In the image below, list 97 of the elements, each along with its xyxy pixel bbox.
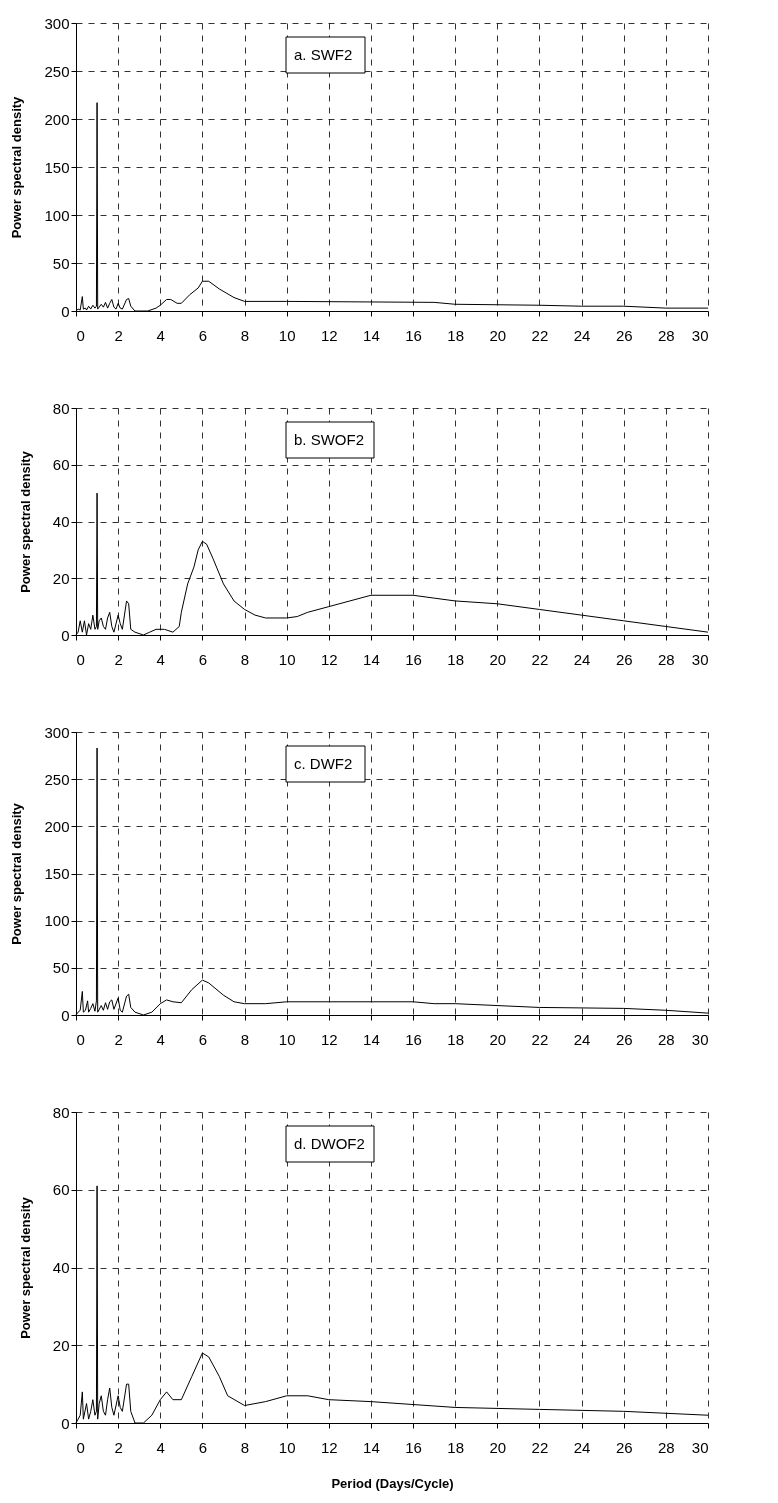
x-tick-label: 26 [615, 326, 633, 344]
y-tick-label: 100 [44, 206, 70, 224]
x-tick-label: 30 [691, 1030, 709, 1048]
x-tick-label: 0 [76, 1030, 85, 1048]
y-axis-title: Power spectral density [17, 1196, 33, 1339]
x-tick-label: 8 [240, 1030, 250, 1048]
x-tick-label: 28 [658, 1030, 675, 1048]
x-tick-label: 6 [198, 326, 208, 344]
x-tick-label: 18 [447, 650, 465, 668]
y-tick-label: 80 [52, 1103, 70, 1121]
x-tick-label: 22 [531, 650, 549, 668]
y-tick-label: 200 [44, 110, 70, 128]
x-tick-label: 12 [320, 326, 338, 344]
x-tick-label: 28 [658, 1438, 675, 1456]
y-tick-label: 200 [44, 817, 70, 835]
x-tick-label: 6 [198, 1030, 208, 1048]
x-tick-label: 20 [489, 650, 507, 668]
annotation: d. DWOF2 [294, 1135, 365, 1152]
x-tick-label: 6 [198, 650, 208, 668]
x-tick-label: 2 [114, 1030, 123, 1048]
y-tick-label: 80 [52, 399, 70, 417]
x-tick-label: 20 [489, 326, 507, 344]
y-tick-label: 40 [52, 1259, 70, 1276]
x-tick-label: 4 [156, 1030, 165, 1048]
y-tick-label: 60 [52, 456, 70, 474]
x-tick-label: 22 [531, 1030, 549, 1048]
x-tick-label: 26 [615, 1438, 633, 1456]
y-tick-label: 0 [61, 1006, 70, 1024]
x-tick-label: 20 [489, 1030, 507, 1048]
x-tick-label: 10 [278, 326, 296, 344]
x-tick-label: 26 [615, 1030, 633, 1048]
x-tick-label: 24 [573, 1438, 591, 1456]
x-tick-label: 10 [278, 1438, 296, 1456]
x-tick-label: 22 [531, 326, 549, 344]
y-tick-label: 300 [44, 723, 70, 741]
y-tick-label: 150 [44, 865, 70, 882]
y-tick-label: 250 [44, 770, 70, 788]
x-tick-label: 24 [573, 650, 591, 668]
x-tick-label: 0 [76, 650, 85, 668]
x-tick-label: 16 [405, 1438, 422, 1456]
y-tick-label: 100 [44, 912, 70, 930]
x-tick-label: 8 [240, 650, 250, 668]
y-tick-label: 20 [52, 1336, 70, 1354]
x-tick-label: 12 [320, 1030, 338, 1048]
x-tick-label: 18 [447, 326, 465, 344]
x-tick-label: 10 [278, 1030, 296, 1048]
x-tick-label: 28 [658, 650, 675, 668]
x-axis-title: Period (Days/Cycle) [331, 1475, 454, 1491]
x-tick-label: 18 [447, 1438, 465, 1456]
y-tick-label: 0 [61, 1414, 70, 1432]
x-tick-label: 8 [240, 326, 250, 344]
x-tick-label: 4 [156, 650, 165, 668]
y-tick-label: 20 [52, 569, 70, 587]
x-tick-label: 10 [278, 650, 296, 668]
x-tick-label: 16 [405, 326, 422, 344]
x-tick-label: 14 [363, 326, 380, 344]
y-axis-title: Power spectral density [17, 450, 33, 593]
x-tick-label: 22 [531, 1438, 549, 1456]
x-tick-label: 24 [573, 326, 591, 344]
x-tick-label: 14 [363, 650, 380, 668]
y-tick-label: 50 [52, 254, 70, 272]
annotation: a. SWF2 [294, 46, 353, 63]
x-tick-label: 16 [405, 650, 422, 668]
y-tick-label: 60 [52, 1181, 70, 1199]
x-tick-label: 20 [489, 1438, 507, 1456]
x-tick-label: 30 [691, 1438, 709, 1456]
x-tick-label: 6 [198, 1438, 208, 1456]
x-tick-label: 28 [658, 326, 675, 344]
x-tick-label: 14 [363, 1030, 380, 1048]
x-tick-label: 12 [320, 1438, 338, 1456]
x-tick-label: 26 [615, 650, 633, 668]
y-tick-label: 0 [61, 302, 70, 320]
annotation: b. SWOF2 [294, 431, 365, 448]
x-tick-label: 12 [320, 650, 338, 668]
x-tick-label: 30 [691, 650, 709, 668]
y-tick-label: 300 [44, 14, 70, 32]
x-tick-label: 14 [363, 1438, 380, 1456]
y-tick-label: 250 [44, 62, 70, 80]
x-tick-label: 2 [114, 1438, 123, 1456]
x-tick-label: 0 [76, 326, 85, 344]
x-tick-label: 4 [156, 1438, 165, 1456]
y-tick-label: 40 [52, 513, 70, 530]
x-tick-label: 30 [691, 326, 709, 344]
x-tick-label: 24 [573, 1030, 591, 1048]
x-tick-label: 4 [156, 326, 165, 344]
y-tick-label: 150 [44, 158, 70, 176]
x-tick-label: 0 [76, 1438, 85, 1456]
y-axis-title: Power spectral density [9, 95, 25, 239]
x-tick-label: 16 [405, 1030, 422, 1048]
y-tick-label: 0 [61, 626, 70, 644]
x-tick-label: 2 [114, 326, 123, 344]
x-tick-label: 8 [240, 1438, 250, 1456]
y-axis-title: Power spectral density [9, 802, 25, 945]
x-tick-label: 18 [447, 1030, 465, 1048]
x-tick-label: 2 [114, 650, 123, 668]
y-tick-label: 50 [52, 959, 70, 977]
annotation: c. DWF2 [294, 755, 353, 772]
